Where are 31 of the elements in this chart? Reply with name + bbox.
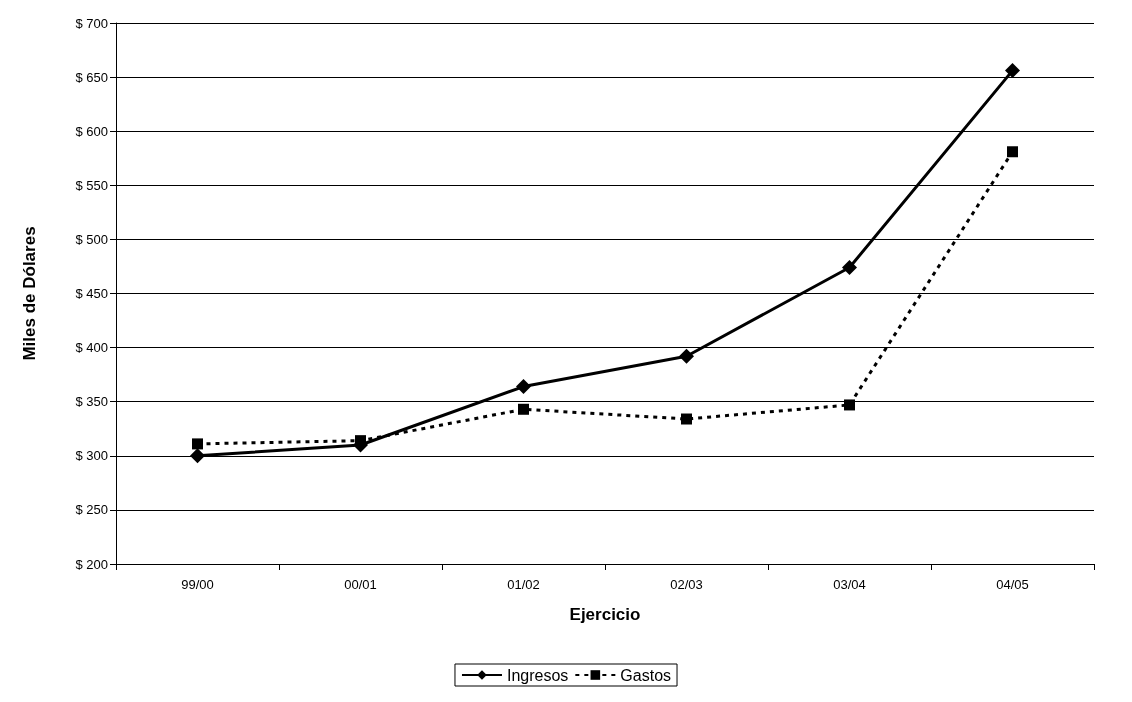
x-tick-label: 03/04	[833, 577, 866, 592]
y-tick-label: $ 650	[75, 69, 108, 85]
x-tick-label: 99/00	[181, 577, 214, 592]
y-tick-label: $ 700	[75, 15, 108, 31]
y-tick-label: $ 400	[75, 340, 108, 356]
point	[1007, 146, 1018, 158]
y-tick-label: $ 300	[75, 448, 108, 464]
y-tick-label: $ 450	[75, 286, 108, 301]
point	[518, 403, 529, 415]
x-tick-label: 02/03	[670, 577, 703, 592]
x-tick-label: 01/02	[507, 577, 540, 592]
point	[192, 438, 203, 450]
y-tick-label: $ 250	[75, 502, 108, 518]
point	[679, 348, 694, 364]
point	[844, 399, 855, 411]
legend-label: Ingresos	[506, 666, 569, 684]
y-tick-label: $ 350	[75, 394, 108, 410]
y-tick-label: $ 200	[75, 556, 108, 572]
y-tick-label: $ 500	[75, 231, 108, 247]
y-axis-title: Miles de Dólares	[20, 226, 39, 361]
point	[681, 413, 692, 425]
point	[1005, 63, 1020, 79]
y-tick-label: $ 600	[75, 123, 108, 139]
point	[842, 260, 857, 276]
y-tick-label: $ 550	[75, 177, 108, 193]
x-tick-label: 00/01	[344, 577, 377, 592]
legend-label: Gastos	[620, 666, 672, 684]
point	[190, 448, 205, 464]
x-tick-label: 04/05	[996, 577, 1029, 592]
point	[516, 379, 531, 395]
x-axis-title: Ejercicio	[569, 605, 641, 624]
